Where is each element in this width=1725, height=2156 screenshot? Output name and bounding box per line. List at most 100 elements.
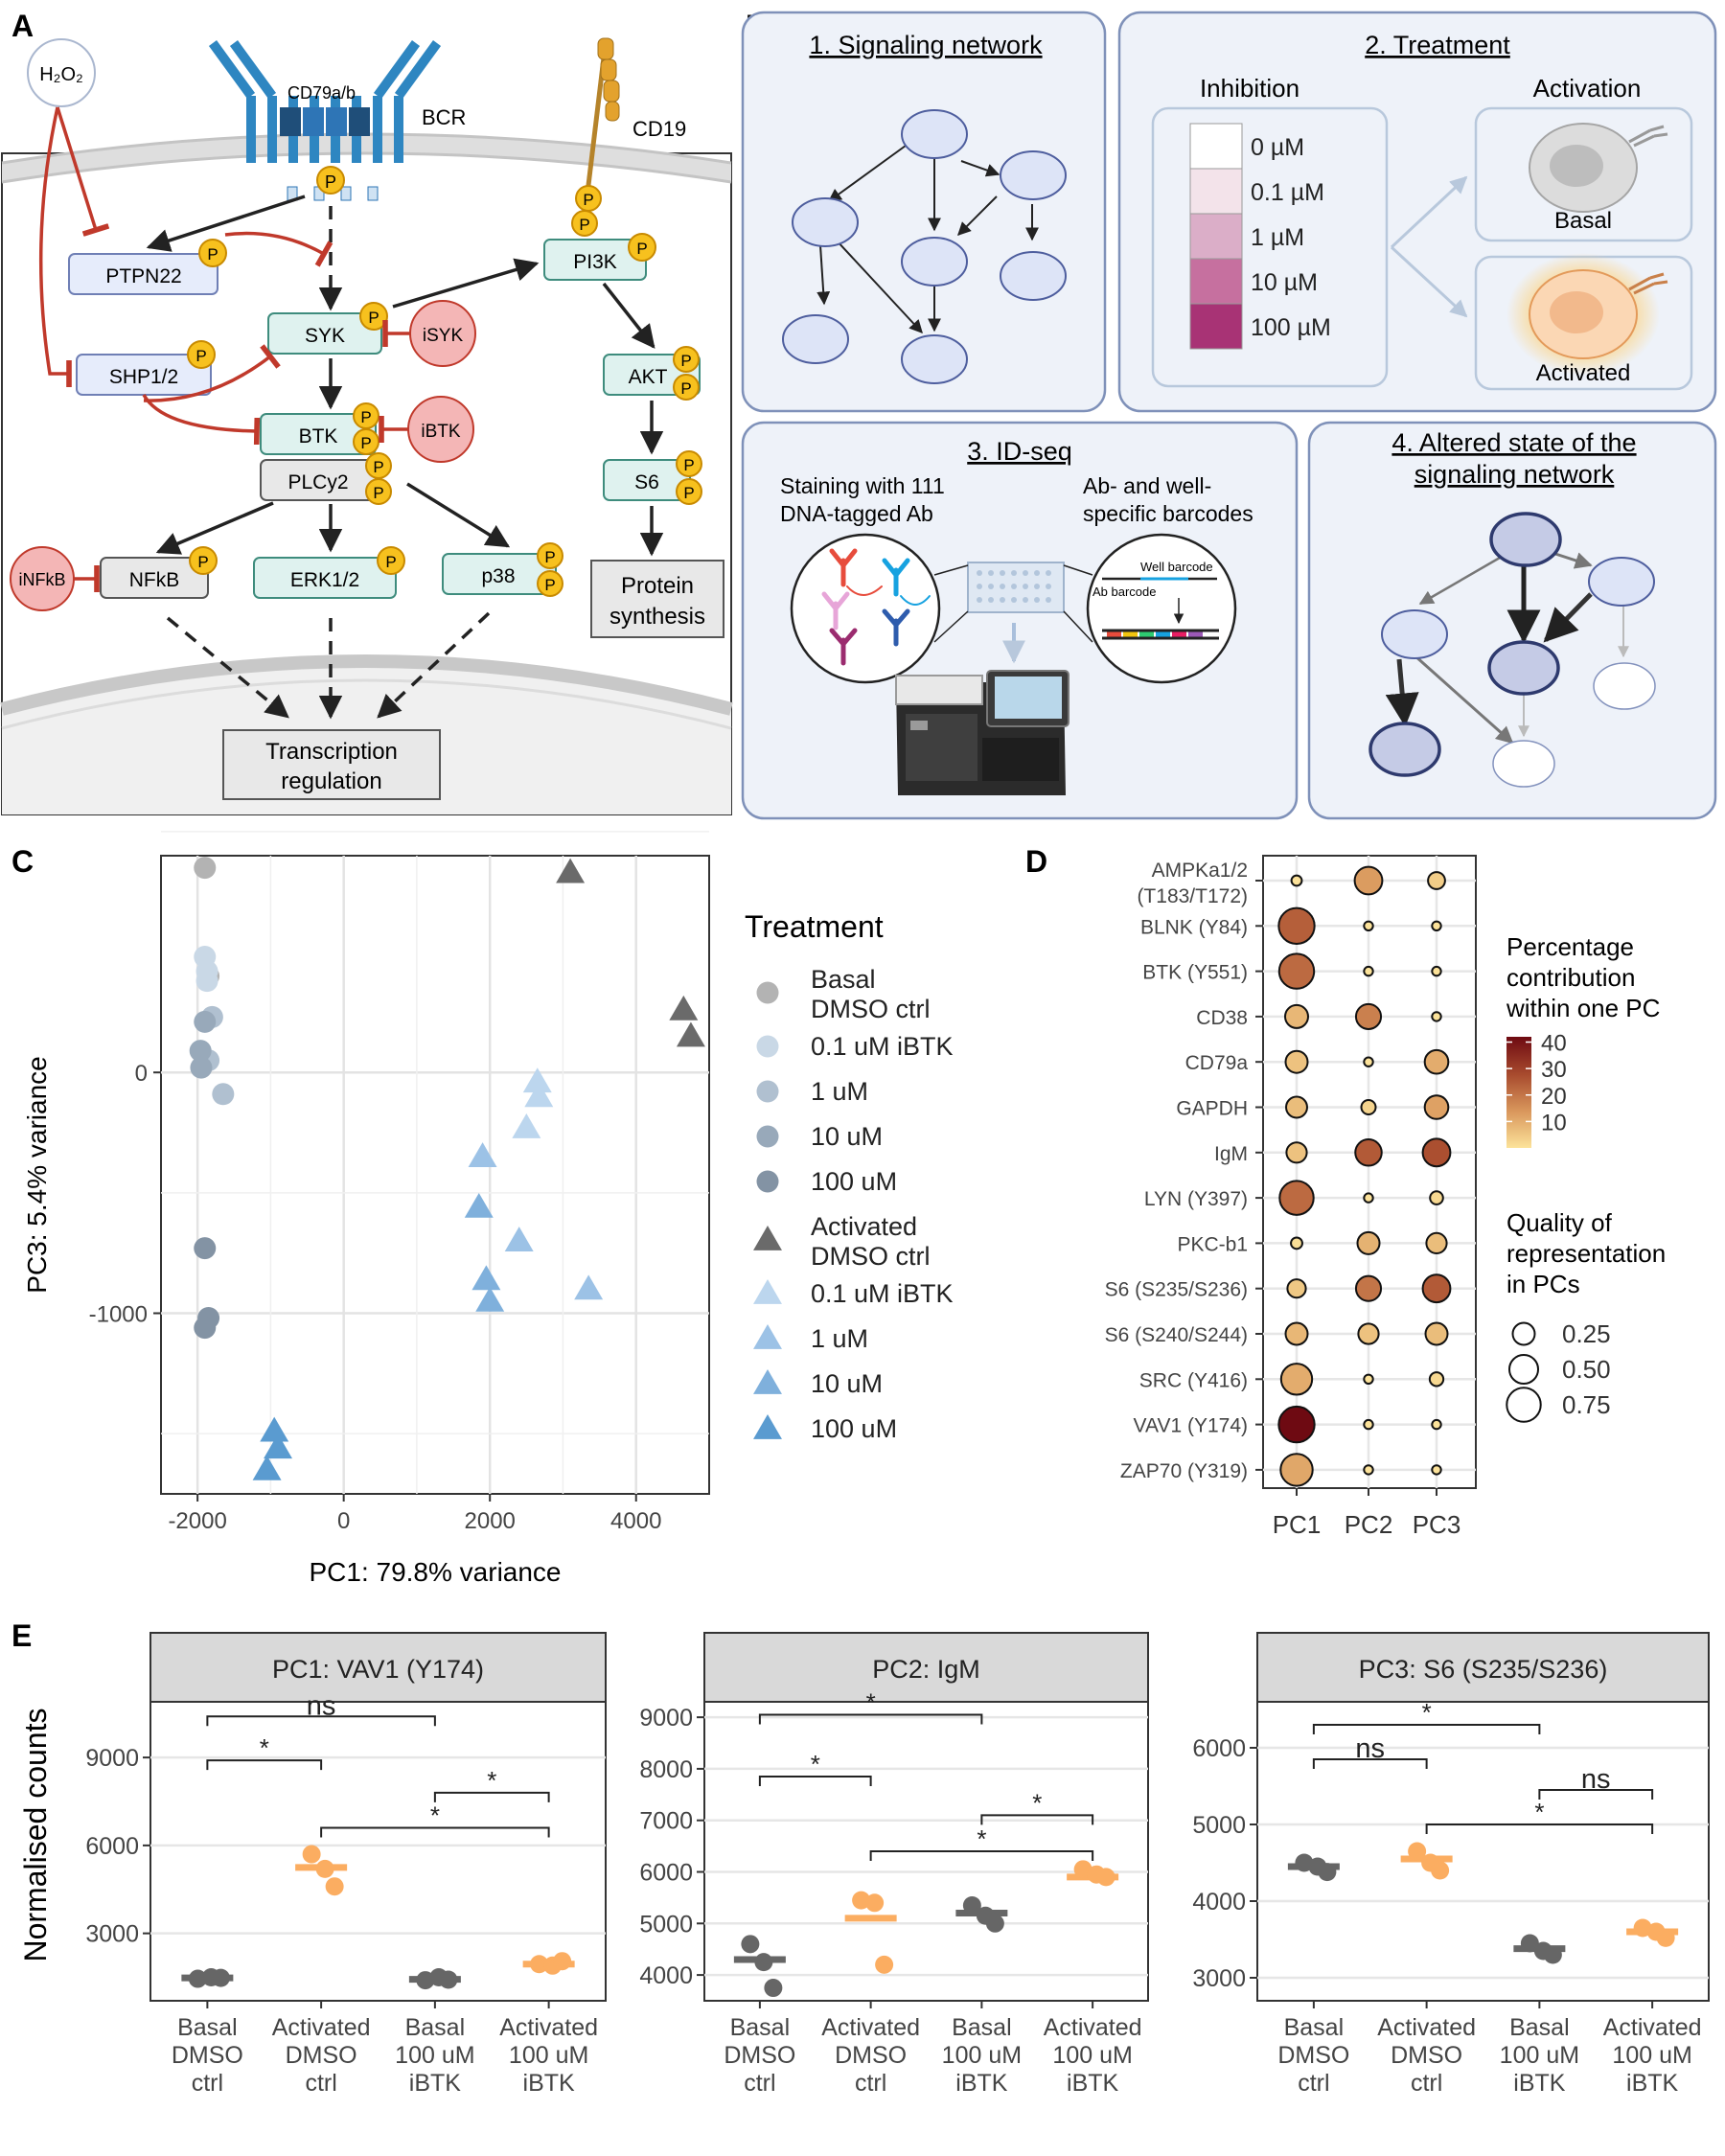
pca-point [504,1227,534,1251]
data-point [1096,1868,1116,1887]
facet-x-tick-label: DMSO [172,2042,243,2069]
svg-text:regulation: regulation [281,768,381,794]
data-point [865,1893,885,1913]
svg-text:SYK: SYK [305,325,345,347]
dot-mark [1431,1464,1442,1476]
facet-x-tick-label: iBTK [955,2070,1008,2097]
pca-point [472,1265,501,1291]
row-label: S6 (S240/S244) [1105,1324,1248,1346]
altered-network-edges [1385,551,1629,745]
row-label: BLNK (Y84) [1140,916,1248,938]
dot-mark [1425,1231,1448,1255]
facets: PC1: VAV1 (Y174)300060009000BasalDMSOctr… [85,1632,1710,2097]
dot-mark [1363,1418,1374,1431]
legend-label: 10 uM [811,1369,883,1398]
dot-mark [1285,1141,1308,1164]
dot-mark [1421,1137,1452,1168]
svg-text:P: P [579,216,589,234]
size-key [1511,1321,1536,1346]
svg-text:S6: S6 [634,471,659,493]
size-key [1507,1353,1540,1386]
significance-label: * [977,1824,986,1853]
legend-label: 1 uM [811,1077,868,1106]
facet-strip [1256,1632,1710,1703]
row-label: (T183/T172) [1137,885,1248,907]
data-point [754,1953,773,1972]
barcode-circle [1086,533,1237,684]
svg-text:P: P [196,347,206,365]
pca-point [194,1010,217,1033]
dot-mark [1278,1180,1315,1216]
svg-text:P: P [544,576,555,594]
facet-x-tick-label: DMSO [835,2042,907,2069]
facet-y-tick-label: 4000 [1192,1889,1246,1915]
dose-swatch [1189,123,1243,170]
facet-2: PC2: IgM400050006000700080009000BasalDMS… [639,1632,1149,2097]
dot-mark [1428,1371,1445,1388]
facet-y-tick-label: 6000 [639,1860,693,1887]
pca-point [512,1113,541,1138]
dot-mark [1353,865,1384,896]
facet-y-tick-label: 3000 [85,1921,139,1948]
row-label: IgM [1214,1143,1248,1165]
legend-key [756,1035,779,1058]
nfkb-node [100,557,209,599]
facet-x-tick-label: DMSO [286,2042,357,2069]
dot-mark [1363,1373,1374,1386]
dot-mark [1284,1321,1309,1346]
svg-text:p38: p38 [481,565,515,587]
dot-mark [1284,1003,1309,1029]
svg-text:NFkB: NFkB [129,569,180,591]
data-point [1431,1861,1450,1880]
pca-ticks: -2000 0 2000 4000 -1000 0 [89,1061,662,1534]
pca-point [556,858,586,883]
facet-y-tick-label: 7000 [639,1808,693,1835]
facet-x-tick-label: iBTK [1513,2070,1566,2097]
legend-key [753,1369,782,1394]
row-label: CD38 [1196,1007,1248,1029]
dot-mark [1277,1405,1316,1444]
cd79-label: CD79a/b [288,83,356,103]
dose-label: 1 µM [1251,224,1304,251]
dot-mark [1277,906,1316,945]
svg-text:SHP1/2: SHP1/2 [109,366,178,388]
facet-y-tick-label: 9000 [85,1745,139,1772]
pca-point [475,1286,505,1312]
bcr-phospho [316,166,345,195]
facet-x-tick-label: ctrl [855,2070,886,2097]
protein-synthesis-node [590,560,724,638]
cell-membrane [2,134,731,182]
row-label: VAV1 (Y174) [1134,1415,1248,1437]
significance-label: * [811,1750,820,1778]
svg-text:PI3K: PI3K [573,251,617,273]
pca-point [669,995,699,1021]
dose-label: 0 µM [1251,134,1304,161]
inhibition-label: Inhibition [1200,74,1300,103]
dose-label: 10 µM [1251,269,1318,296]
size-label: 0.25 [1562,1319,1611,1348]
size-legend-title-2: representation [1506,1239,1666,1268]
pca-grid [161,831,709,1494]
pca-point [194,857,217,880]
dose-label: 100 µM [1251,314,1331,341]
dose-swatch [1189,303,1243,350]
box2-title: 2. Treatment [1365,31,1510,59]
dot-mark [1424,1321,1449,1346]
legend-key [756,981,779,1004]
data-point [962,1895,981,1915]
box1-title: 1. Signaling network [809,31,1043,59]
pca-point [522,1067,552,1093]
fill-tick-label: 20 [1541,1084,1567,1110]
dot-mark [1363,920,1374,931]
facet-x-tick-label: Activated [1377,2014,1476,2041]
svg-text:PLCy2: PLCy2 [288,471,348,493]
pca-point [189,1040,212,1063]
y-tick-label: -1000 [89,1302,148,1328]
facet-y-tick-label: 6000 [1192,1735,1246,1762]
data-point [302,1845,321,1864]
pca-xlabel: PC1: 79.8% variance [309,1557,561,1587]
x-tick-label: 0 [337,1508,350,1534]
svg-text:AKT: AKT [629,366,668,388]
size-label: 0.75 [1562,1390,1611,1419]
box4-title-line1: 4. Altered state of the [1392,428,1636,457]
